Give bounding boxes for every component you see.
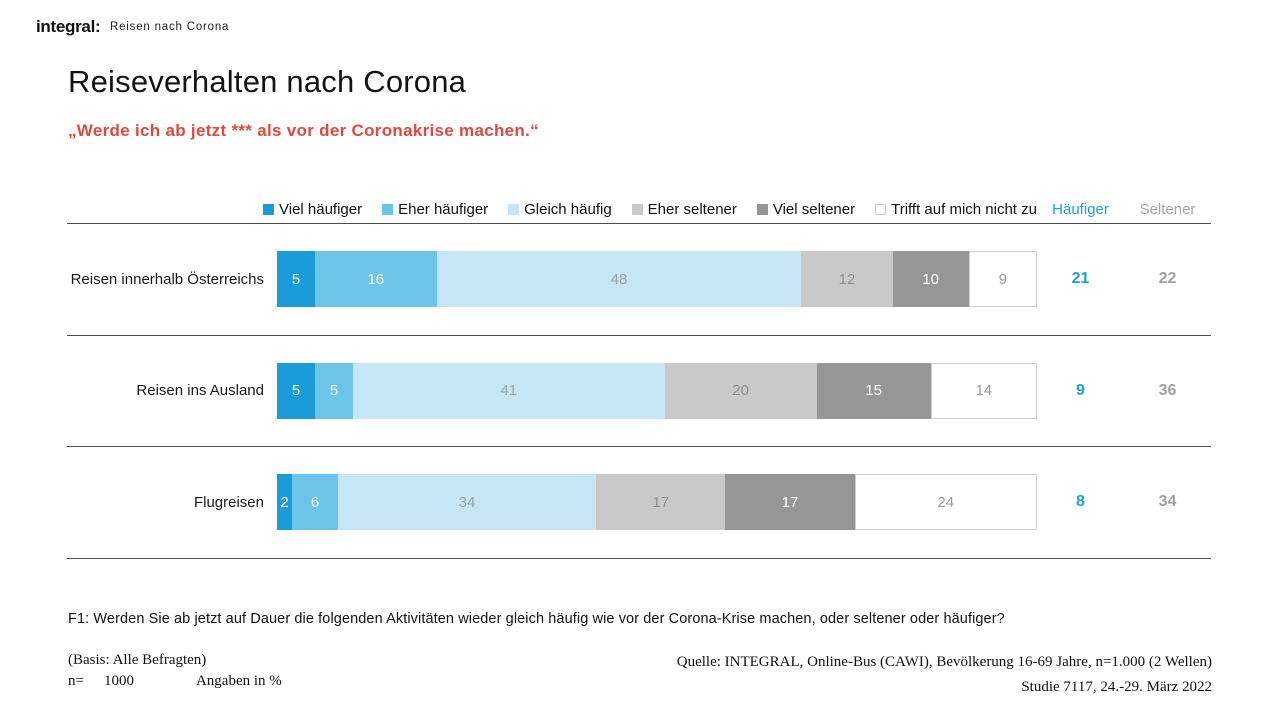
- total-haeufiger: 21: [1071, 270, 1090, 288]
- legend-swatch-icon: [756, 203, 768, 215]
- stacked-bar: 2 6 34 17 17 24: [277, 474, 1037, 531]
- legend-item-eher-seltener: Eher seltener: [631, 200, 737, 218]
- bar-segment: 14: [930, 362, 1037, 419]
- legend-swatch-icon: [382, 203, 394, 215]
- n-label: n=: [68, 673, 84, 689]
- legend-swatch-icon: [631, 203, 643, 215]
- bar-segment: 15: [816, 362, 931, 419]
- total-seltener: 34: [1158, 493, 1177, 511]
- chart-row-reisen-ausland: Reisen ins Ausland 5 5 41 20 15 14 9 36: [67, 336, 1211, 447]
- legend-label: Viel seltener: [772, 200, 856, 218]
- legend-label: Viel häufiger: [279, 200, 363, 218]
- sample-size-line: n= 1000 Angaben in %: [68, 671, 282, 692]
- legend-label: Trifft auf mich nicht zu: [891, 200, 1037, 218]
- bar-segment: 16: [315, 251, 437, 308]
- column-header-seltener: Seltener: [1139, 200, 1196, 218]
- slide-footer: (Basis: Alle Befragten) n= 1000 Angaben in…: [68, 650, 1212, 700]
- bar-segment: 17: [725, 474, 855, 531]
- legend-label: Eher häufiger: [398, 200, 489, 218]
- legend-item-gleich-haeufig: Gleich häufig: [508, 201, 612, 218]
- legend-swatch-icon: [875, 203, 887, 215]
- legend-label: Eher seltener: [647, 200, 737, 218]
- divider: [67, 334, 1211, 336]
- bar-segment: 5: [277, 362, 315, 419]
- source-line-1: Quelle: INTEGRAL, Online-Bus (CAWI), Bev…: [676, 654, 1212, 670]
- bar-segment: 24: [854, 474, 1037, 531]
- total-haeufiger: 9: [1076, 381, 1085, 399]
- bar-segment: 41: [353, 362, 665, 419]
- total-seltener: 36: [1158, 381, 1177, 399]
- legend-item-trifft-nicht-zu: Trifft auf mich nicht zu: [875, 201, 1037, 218]
- bar-segment: 20: [664, 362, 817, 419]
- legend-item-viel-haeufiger: Viel häufiger: [263, 201, 362, 218]
- legend-swatch-icon: [263, 203, 274, 215]
- stacked-bar: 5 5 41 20 15 14: [277, 362, 1037, 419]
- n-value: 1000: [103, 673, 134, 689]
- divider: [67, 446, 1211, 447]
- divider: [67, 223, 1211, 224]
- bar-segment: 12: [801, 251, 893, 308]
- unit-note: Angaben in %: [195, 673, 282, 689]
- total-haeufiger: 8: [1076, 493, 1085, 511]
- bar-segment: 9: [968, 251, 1037, 308]
- chart-row-flugreisen: Flugreisen 2 6 34 17 17 24 8 34: [67, 447, 1211, 558]
- page-title: Reiseverhalten nach Corona: [68, 64, 467, 99]
- bar-segment: 2: [277, 474, 293, 531]
- bar-segment: 5: [315, 362, 353, 419]
- chart-row-reisen-oesterreich: Reisen innerhalb Österreichs 5 16 48 12 …: [67, 224, 1211, 335]
- legend-item-eher-haeufiger: Eher häufiger: [382, 201, 488, 218]
- bar-segment: 10: [892, 251, 969, 308]
- legend-swatch-icon: [508, 203, 520, 215]
- total-seltener: 22: [1158, 270, 1177, 288]
- integral-logo: integral:: [36, 17, 101, 36]
- stacked-bar-chart: Viel häufiger Eher häufiger Gleich häufi…: [67, 195, 1211, 559]
- footer-source-block: Quelle: INTEGRAL, Online-Bus (CAWI), Bev…: [677, 650, 1212, 700]
- chart-legend: Viel häufiger Eher häufiger Gleich häufi…: [263, 201, 1037, 218]
- bar-segment: 48: [436, 251, 802, 308]
- column-header-haeufiger: Häufiger: [1052, 200, 1109, 218]
- source-line-2: Studie 7117, 24.-29. März 2022: [1021, 679, 1212, 695]
- stacked-bar: 5 16 48 12 10 9: [277, 251, 1037, 308]
- legend-label: Gleich häufig: [524, 200, 612, 218]
- header-project-label: Reisen nach Corona: [110, 21, 230, 33]
- bar-segment: 6: [292, 474, 338, 531]
- row-label: Flugreisen: [193, 493, 264, 511]
- bar-segment: 5: [277, 251, 315, 308]
- question-footnote: F1: Werden Sie ab jetzt auf Dauer die fo…: [68, 611, 1005, 627]
- row-label: Reisen ins Ausland: [136, 382, 264, 400]
- row-label: Reisen innerhalb Österreichs: [70, 270, 264, 288]
- bar-segment: 17: [596, 474, 726, 531]
- page-subtitle: „Werde ich ab jetzt *** als vor der Coro…: [68, 121, 539, 140]
- divider: [67, 557, 1211, 559]
- bar-segment: 34: [337, 474, 597, 531]
- footer-basis-block: (Basis: Alle Befragten) n= 1000 Angaben in…: [68, 650, 282, 700]
- legend-item-viel-seltener: Viel seltener: [756, 200, 856, 218]
- legend-row: Viel häufiger Eher häufiger Gleich häufi…: [67, 195, 1211, 223]
- basis-note: (Basis: Alle Befragten): [68, 652, 207, 668]
